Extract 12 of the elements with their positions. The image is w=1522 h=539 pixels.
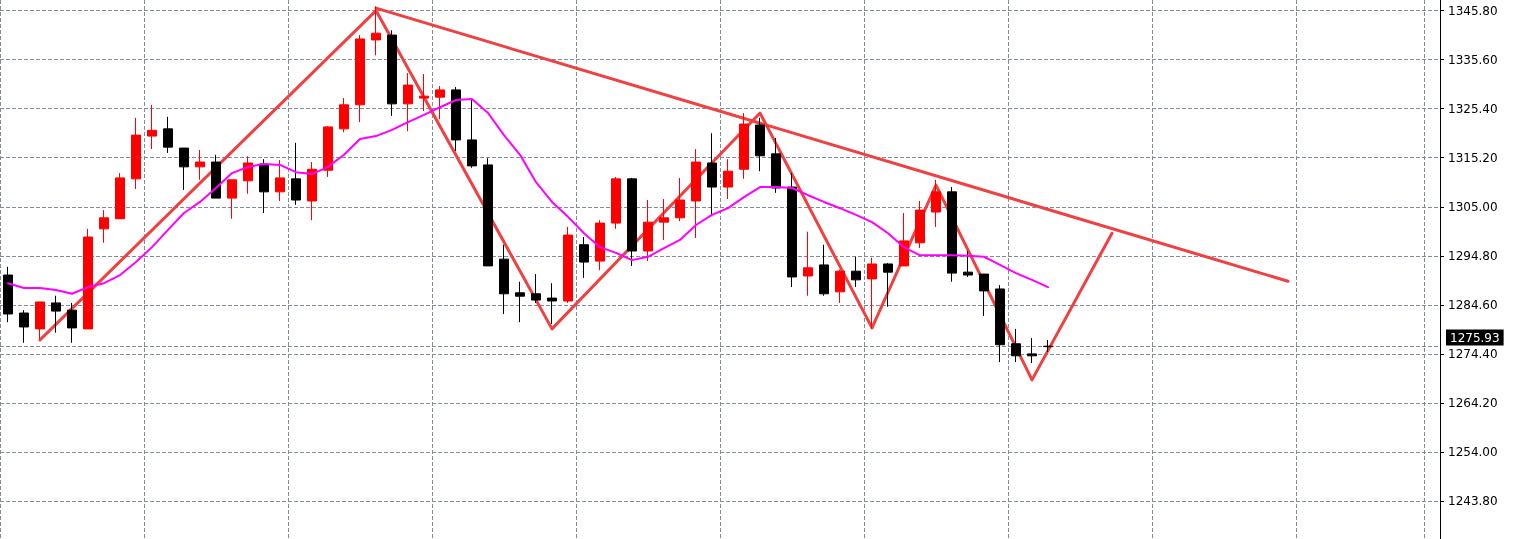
y-tick-label: 1284.60: [1448, 297, 1498, 312]
y-tick-label: 1335.60: [1448, 52, 1498, 67]
y-tick-label: 1305.00: [1448, 199, 1498, 214]
y-tick-label: 1315.20: [1448, 150, 1498, 165]
y-tick-label: 1345.80: [1448, 3, 1498, 18]
y-tick-label: 1325.40: [1448, 101, 1498, 116]
y-tick-label: 1294.80: [1448, 248, 1498, 263]
y-tick-label: 1264.20: [1448, 395, 1498, 410]
y-tick-label: 1254.00: [1448, 444, 1498, 459]
y-tick-label: 1243.80: [1448, 494, 1498, 509]
ref-line-label: 1275.93: [1450, 330, 1500, 345]
y-tick-label: 1274.40: [1448, 346, 1498, 361]
